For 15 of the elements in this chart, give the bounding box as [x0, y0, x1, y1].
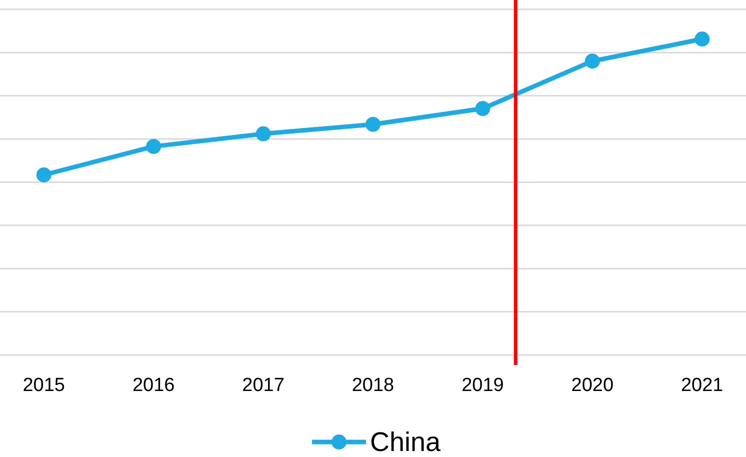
- point: [256, 126, 271, 142]
- x-tick-label: 2020: [571, 375, 614, 396]
- x-tick-label: 2017: [242, 375, 284, 396]
- point: [584, 54, 600, 69]
- x-tick-label: 2019: [462, 375, 504, 396]
- point: [36, 167, 52, 182]
- point: [475, 101, 490, 116]
- x-tick-label: 2016: [132, 375, 175, 396]
- point: [146, 138, 162, 154]
- point: [366, 116, 380, 132]
- x-tick-label: 2021: [680, 375, 724, 396]
- legend-label: China: [370, 427, 442, 457]
- x-tick-label: 2015: [22, 375, 66, 396]
- x-tick-label: 2018: [352, 375, 394, 396]
- point: [694, 32, 710, 46]
